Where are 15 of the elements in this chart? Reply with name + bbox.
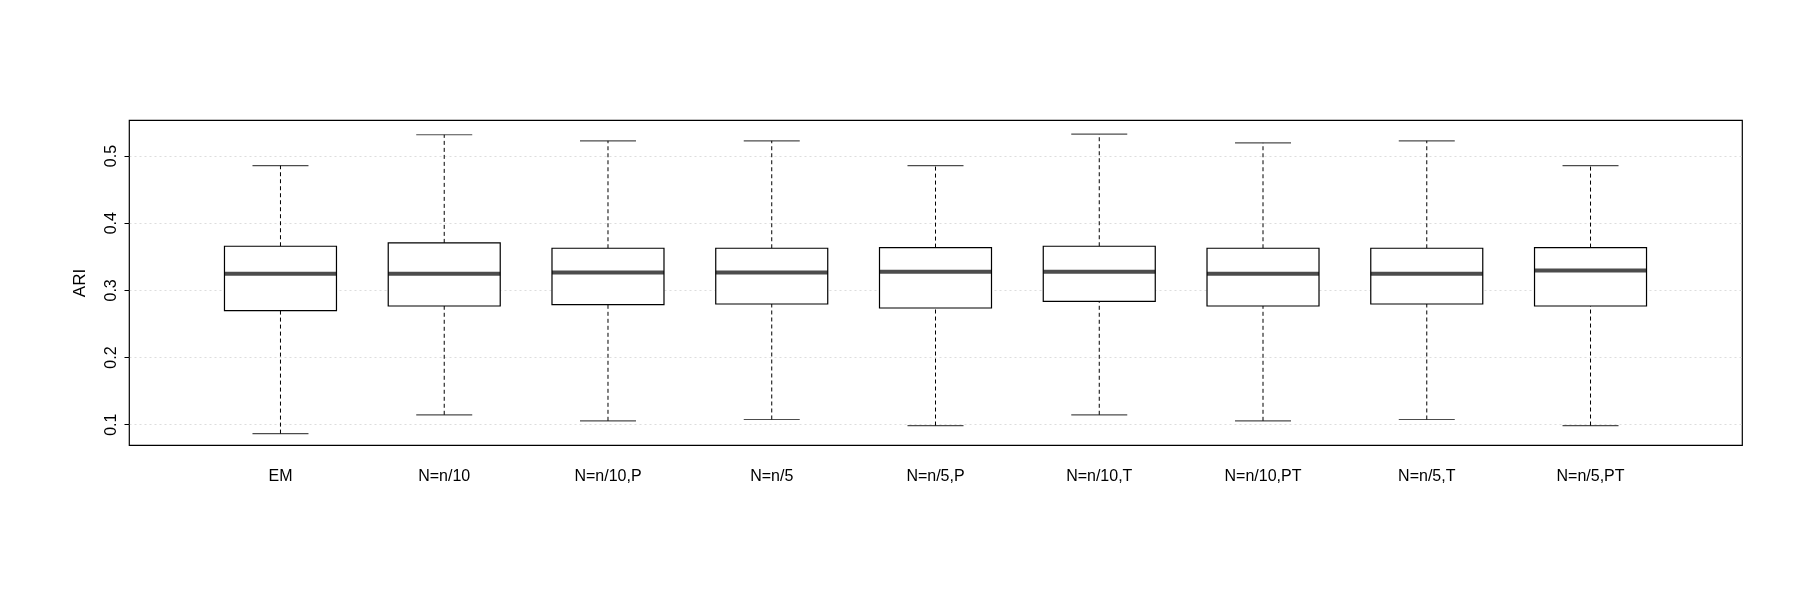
y-tick-label: 0.3 [101,279,119,302]
x-tick-label: N=n/10,P [574,466,642,484]
y-tick-label: 0.1 [101,413,119,436]
x-tick-label: EM [268,466,293,484]
y-tick-label: 0.5 [101,144,119,168]
x-tick-label: N=n/10 [418,466,471,484]
x-tick-label: N=n/5,T [1398,466,1456,484]
x-tick-label: N=n/5,P [906,466,965,484]
x-tick-label: N=n/10,T [1066,466,1133,484]
x-tick-label: N=n/5,PT [1556,466,1625,484]
y-tick-label: 0.2 [101,346,119,369]
x-tick-label: N=n/5 [750,466,794,484]
y-tick-label: 0.4 [101,212,119,235]
y-axis-title: ARI [69,268,89,298]
x-tick-label: N=n/10,PT [1224,466,1302,484]
